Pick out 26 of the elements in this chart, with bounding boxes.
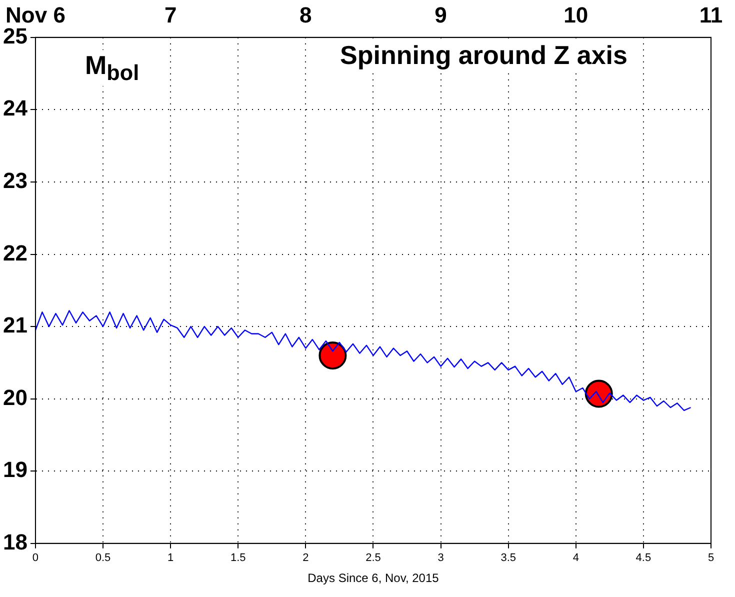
- x-tick-label: 1: [168, 552, 174, 564]
- x2-tick-label: 9: [434, 2, 447, 28]
- annotation: Spinning around Z axis: [340, 40, 628, 71]
- x-tick-label: 4: [572, 552, 579, 564]
- x-tick-label: 2: [302, 552, 309, 564]
- y-tick-label: 23: [2, 168, 28, 194]
- x-tick-label: 0: [32, 552, 39, 564]
- x-tick-label: 2.5: [366, 552, 381, 564]
- x-axis-title: Days Since 6, Nov, 2015: [308, 571, 440, 586]
- y-tick-label: 18: [2, 529, 28, 554]
- x2-tick-label: 11: [699, 2, 723, 28]
- x-tick-label: 4.5: [636, 552, 652, 564]
- y-tick-label: 20: [2, 384, 28, 410]
- x-tick-label: 3: [438, 552, 444, 564]
- x2-tick-label: 10: [564, 2, 588, 28]
- y-tick-label: 21: [2, 312, 28, 338]
- y-tick-label: 19: [2, 457, 28, 482]
- x2-tick-label: 7: [164, 2, 177, 28]
- x-tick-label: 0.5: [95, 552, 111, 564]
- annotation: M$_{bol}$: [85, 50, 140, 86]
- x-tick-label: 3.5: [500, 552, 516, 564]
- x2-tick-label: 8: [300, 2, 312, 28]
- y-tick-label: 22: [2, 240, 28, 266]
- x-tick-label: 1.5: [230, 552, 246, 564]
- x-tick-label: 5: [708, 552, 714, 564]
- y-tick-label: 24: [2, 96, 28, 121]
